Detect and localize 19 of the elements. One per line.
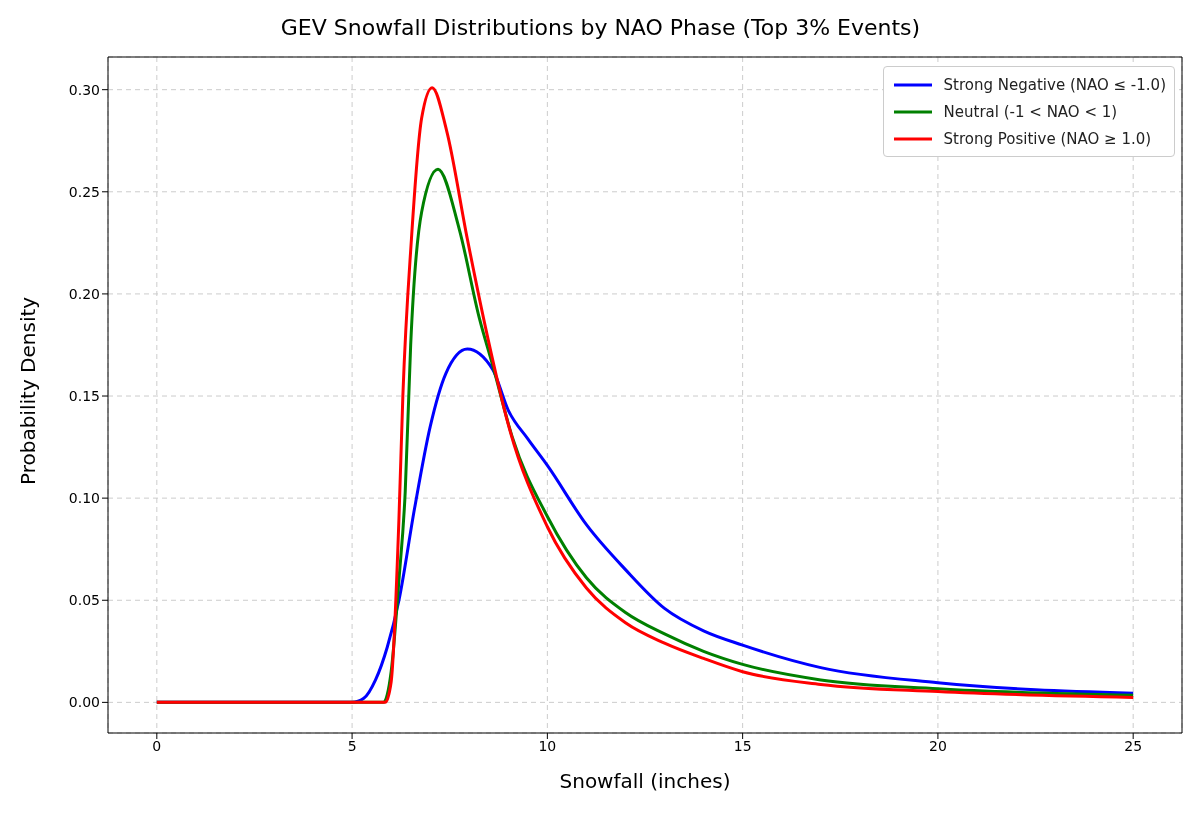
- legend-label: Strong Positive (NAO ≥ 1.0): [943, 129, 1152, 148]
- x-axis-title: Snowfall (inches): [559, 769, 731, 793]
- x-tick-label: 15: [733, 737, 752, 754]
- y-tick-label: 0.10: [68, 490, 100, 507]
- x-tick-label: 10: [538, 737, 557, 754]
- y-tick-label: 0.15: [68, 387, 100, 404]
- y-tick-label: 0.05: [68, 592, 100, 609]
- y-tick-label: 0.25: [68, 183, 100, 200]
- x-tick-label: 20: [929, 737, 947, 754]
- x-tick-label: 25: [1124, 737, 1143, 754]
- y-tick-label: 0.20: [68, 285, 100, 302]
- chart-title: GEV Snowfall Distributions by NAO Phase (Top 3% Events): [279, 14, 922, 42]
- y-tick-label: 0.30: [68, 81, 100, 98]
- x-tick-label: 0: [152, 737, 162, 754]
- y-tick-label: 0.00: [68, 694, 100, 711]
- legend-label: Neutral (-1 < NAO < 1): [943, 102, 1118, 121]
- legend-label: Strong Negative (NAO ≤ -1.0): [943, 75, 1166, 94]
- y-axis-title: Probability Density: [16, 296, 41, 485]
- x-tick-label: 5: [347, 737, 357, 754]
